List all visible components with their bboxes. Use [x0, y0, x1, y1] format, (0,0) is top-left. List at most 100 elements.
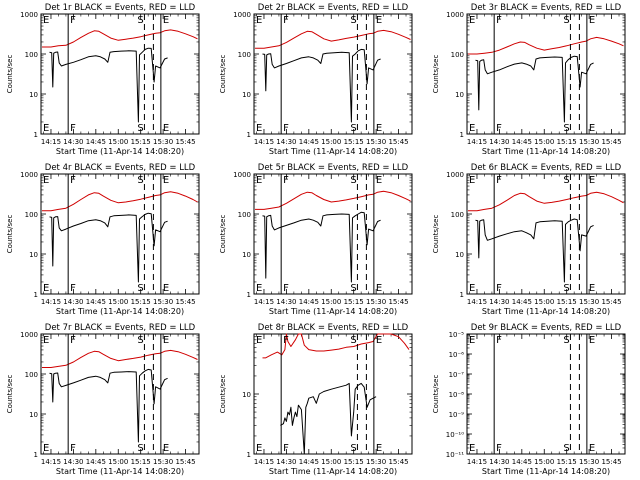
x-tick-label: 14:30 [63, 458, 83, 466]
x-tick-label: 15:30 [366, 138, 386, 146]
marker-label: E [469, 175, 475, 186]
chart-panel: Det 4r BLACK = Events, RED = LLD Counts/s… [6, 163, 200, 316]
x-tick-label: 15:30 [153, 458, 173, 466]
x-axis-label: Start Time (11-Apr-14 14:08:20) [482, 467, 610, 476]
marker-label: F [283, 15, 289, 26]
x-tick-label: 15:00 [534, 298, 554, 306]
x-tick-label: 14:30 [276, 298, 296, 306]
marker-label: E [43, 335, 49, 346]
data-series-line [42, 191, 198, 212]
marker-label: E [589, 123, 595, 134]
y-tick-label: 1 [34, 291, 38, 299]
data-series-line [475, 55, 594, 123]
x-tick-label: 14:15 [41, 298, 61, 306]
y-tick-label: 100 [25, 211, 38, 219]
chart-panel: Det 9r BLACK = Events, RED = LLD Counts/s… [432, 323, 626, 476]
x-tick-label: 14:45 [299, 138, 319, 146]
y-axis-label: Counts/sec [6, 55, 14, 94]
marker-label: F [283, 175, 289, 186]
marker-label: E [256, 283, 262, 294]
y-tick-label: 100 [451, 211, 464, 219]
y-tick-label: 10⁻⁸ [449, 391, 465, 399]
y-axis-label: Counts/sec [6, 215, 14, 254]
marker-label: E [589, 175, 595, 186]
plot-frame [466, 173, 626, 295]
marker-label: E [469, 283, 475, 294]
marker-label: S [563, 15, 569, 26]
chart-panel: Det 7r BLACK = Events, RED = LLD Counts/s… [6, 323, 200, 476]
chart-title: Det 4r BLACK = Events, RED = LLD [45, 163, 196, 173]
data-series-line [42, 29, 198, 48]
x-tick-label: 14:45 [512, 298, 532, 306]
chart-panel: Det 5r BLACK = Events, RED = LLD Counts/s… [219, 163, 413, 316]
x-tick-label: 15:00 [108, 298, 128, 306]
chart-panel: Det 8r BLACK = Events, RED = LLD Counts/s… [219, 323, 413, 476]
marker-label: S [350, 175, 356, 186]
x-tick-label: 15:45 [175, 138, 195, 146]
x-tick-label: 15:15 [344, 298, 364, 306]
y-tick-label: 1000 [233, 11, 251, 19]
marker-label: S [350, 443, 356, 454]
data-series-line [49, 47, 168, 123]
marker-label: F [70, 283, 76, 294]
marker-label: S [350, 123, 356, 134]
y-axis-label: Counts/sec [432, 215, 440, 254]
data-series-line [262, 211, 381, 283]
x-tick-label: 15:30 [366, 298, 386, 306]
x-tick-label: 14:30 [63, 138, 83, 146]
x-tick-label: 15:15 [131, 458, 151, 466]
data-series-line [255, 190, 411, 210]
y-tick-label: 10 [242, 91, 251, 99]
marker-label: E [163, 283, 169, 294]
y-tick-label: 10 [242, 251, 251, 259]
y-tick-label: 100 [451, 51, 464, 59]
marker-label: S [563, 283, 569, 294]
data-series-line [49, 212, 168, 283]
marker-label: F [283, 443, 289, 454]
x-tick-label: 14:30 [276, 458, 296, 466]
y-tick-label: 10⁻⁹ [449, 411, 465, 419]
marker-label: E [376, 123, 382, 134]
marker-label: E [256, 175, 262, 186]
x-tick-label: 14:45 [86, 138, 106, 146]
marker-label: S [137, 15, 143, 26]
marker-label: E [376, 335, 382, 346]
marker-label: E [163, 175, 169, 186]
x-tick-label: 15:45 [175, 298, 195, 306]
y-tick-label: 1 [460, 291, 464, 299]
x-axis-label: Start Time (11-Apr-14 14:08:20) [482, 147, 610, 156]
x-tick-label: 15:15 [557, 138, 577, 146]
y-tick-label: 10 [242, 391, 251, 399]
x-tick-label: 15:30 [579, 458, 599, 466]
marker-label: S [563, 335, 569, 346]
chart-title: Det 7r BLACK = Events, RED = LLD [45, 323, 196, 333]
x-axis-label: Start Time (11-Apr-14 14:08:20) [269, 467, 397, 476]
data-series-line [49, 368, 168, 443]
y-tick-label: 10⁻¹⁰ [446, 431, 464, 439]
marker-label: S [137, 443, 143, 454]
marker-label: E [43, 283, 49, 294]
y-axis-label: Counts/sec [219, 55, 227, 94]
plot-frame [253, 13, 413, 135]
y-axis-label: Counts/sec [219, 375, 227, 414]
x-axis-label: Start Time (11-Apr-14 14:08:20) [56, 467, 184, 476]
data-series-line [255, 29, 411, 49]
marker-label: E [43, 15, 49, 26]
x-tick-label: 15:45 [601, 458, 621, 466]
marker-label: F [496, 175, 502, 186]
x-tick-label: 15:45 [601, 298, 621, 306]
marker-label: E [43, 123, 49, 134]
marker-label: F [70, 335, 76, 346]
marker-label: E [589, 443, 595, 454]
marker-label: E [376, 15, 382, 26]
marker-label: S [137, 175, 143, 186]
marker-label: S [350, 15, 356, 26]
y-tick-label: 1000 [20, 11, 38, 19]
chart-title: Det 8r BLACK = Events, RED = LLD [258, 323, 409, 333]
x-axis-label: Start Time (11-Apr-14 14:08:20) [56, 147, 184, 156]
marker-label: F [496, 283, 502, 294]
data-series-line [262, 333, 410, 359]
marker-label: S [350, 335, 356, 346]
x-tick-label: 14:45 [86, 458, 106, 466]
marker-label: F [70, 123, 76, 134]
